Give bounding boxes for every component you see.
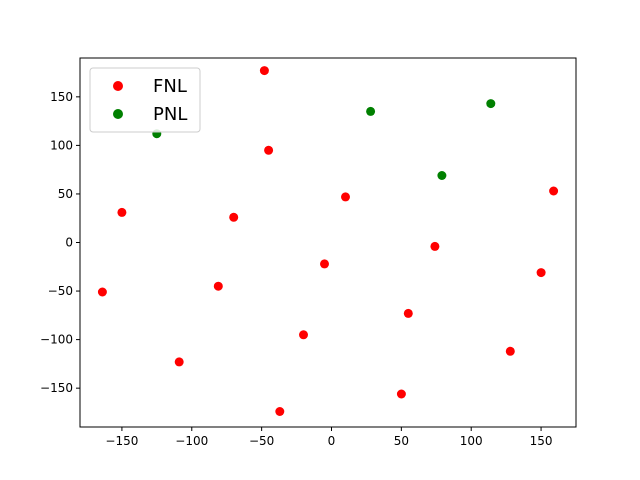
point-fnl-4 — [549, 186, 559, 196]
x-tick-label: 50 — [394, 434, 409, 448]
point-fnl-16 — [396, 389, 406, 399]
legend-label-pnl: PNL — [153, 104, 187, 125]
x-tick-label: 0 — [328, 434, 336, 448]
y-tick-label: 150 — [50, 90, 73, 104]
point-fnl-8 — [320, 259, 329, 269]
point-fnl-17 — [275, 407, 285, 416]
point-fnl-14 — [505, 346, 515, 356]
point-fnl-1 — [259, 66, 269, 76]
y-tick-label: −100 — [40, 333, 73, 347]
y-tick-label: 100 — [50, 138, 73, 152]
y-tick-label: −50 — [48, 284, 73, 298]
y-tick-label: 50 — [58, 187, 73, 201]
point-fnl-10 — [97, 287, 107, 297]
point-fnl-7 — [430, 241, 440, 251]
y-axis-ticks: −150 −100 −50 0 50 100 150 — [40, 90, 80, 395]
point-fnl-9 — [536, 268, 546, 278]
x-tick-label: 150 — [530, 434, 553, 448]
point-fnl-5 — [117, 207, 127, 217]
x-tick-label: −50 — [249, 434, 274, 448]
legend-label-fnl: FNL — [153, 76, 187, 97]
x-tick-label: −150 — [105, 434, 138, 448]
points-layer — [97, 66, 559, 416]
point-fnl-13 — [299, 330, 308, 340]
plot-frame — [79, 57, 577, 428]
point-fnl-2 — [264, 145, 274, 155]
x-axis-ticks: −150 −100 −50 0 50 100 150 — [105, 427, 553, 448]
point-fnl-12 — [403, 308, 413, 318]
point-fnl-3 — [341, 192, 350, 202]
legend-marker-fnl — [113, 81, 123, 91]
point-pnl-3 — [486, 99, 496, 109]
point-fnl-15 — [174, 357, 184, 367]
point-pnl-4 — [437, 171, 447, 180]
point-pnl-2 — [366, 106, 376, 116]
y-tick-label: −150 — [40, 381, 73, 395]
y-tick-label: 0 — [65, 236, 73, 250]
x-tick-label: −100 — [175, 434, 208, 448]
point-fnl-6 — [229, 212, 239, 222]
legend-marker-pnl — [113, 109, 123, 119]
x-tick-label: 100 — [460, 434, 483, 448]
legend: FNL PNL — [89, 67, 201, 133]
point-fnl-11 — [213, 281, 223, 291]
